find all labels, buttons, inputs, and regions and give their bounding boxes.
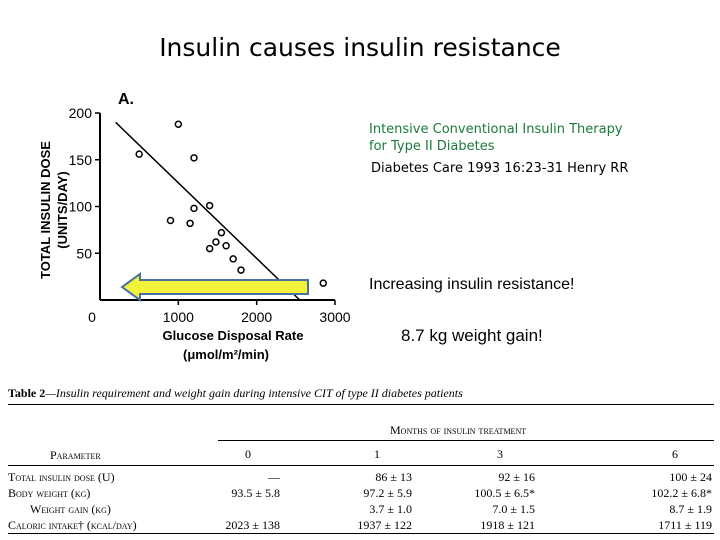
x-tick-label: 3000 <box>319 309 350 325</box>
table-column-header: 6 <box>672 447 678 461</box>
data-point <box>205 244 214 253</box>
table-cell: — <box>268 470 280 484</box>
data-point <box>212 238 220 246</box>
table-group-header: Months of insulin treatment <box>390 423 527 437</box>
data-point <box>319 279 327 287</box>
table-cell: 97.2 ± 5.9 <box>363 486 412 500</box>
table-cell: 93.5 ± 5.8 <box>231 486 280 500</box>
table-cell: 8.7 ± 1.9 <box>669 502 712 516</box>
table-row-label: Total insulin dose (U) <box>8 470 115 484</box>
x-tick-label: 2000 <box>241 309 272 325</box>
data-point <box>237 266 245 274</box>
table-cell: 102.2 ± 6.8* <box>651 486 712 500</box>
table-param-header: Parameter <box>50 448 101 462</box>
table-cell: 86 ± 13 <box>375 470 412 484</box>
data-point <box>186 219 194 228</box>
table-column-header: 0 <box>245 447 251 461</box>
data-point <box>190 154 198 162</box>
table-column-header: 1 <box>374 447 380 461</box>
data-point <box>174 120 183 128</box>
table-cell: 7.0 ± 1.5 <box>492 502 535 516</box>
table-header-rule <box>8 465 714 466</box>
table-cell: 1937 ± 122 <box>357 518 412 532</box>
table-cell: 2023 ± 138 <box>225 518 280 532</box>
table-cell: 1918 ± 121 <box>480 518 535 532</box>
reference-title: Intensive Conventional Insulin Therapy f… <box>369 122 623 154</box>
data-point <box>222 242 230 250</box>
panel-label: A. <box>118 91 134 108</box>
y-tick-label: 200 <box>69 105 93 121</box>
table-column-header: 3 <box>497 447 503 461</box>
table-cell: 3.7 ± 1.0 <box>369 502 412 516</box>
data-point <box>135 150 143 158</box>
table-row-label: Weight gain (kg) <box>30 502 111 516</box>
table-cell: 100.5 ± 6.5* <box>474 486 535 500</box>
x-tick-label: 1000 <box>163 309 194 325</box>
left-arrow <box>120 272 309 302</box>
table-caption: Table 2—Insulin requirement and weight g… <box>8 386 463 401</box>
data-point <box>229 255 237 263</box>
x-tick-label: 0 <box>88 309 96 325</box>
weight-gain-label: 8.7 kg weight gain! <box>401 326 543 345</box>
y-tick-label: 150 <box>69 152 93 168</box>
scatter-chart: A. 50 100 150 200 0 1000 2000 3000 TOTAL INSUL… <box>38 91 351 362</box>
table-top-rule <box>8 404 714 405</box>
data-point <box>190 204 198 213</box>
table-row-label: Caloric intake† (kcal/day) <box>8 518 137 532</box>
table-group-rule <box>218 440 714 441</box>
y-tick-label: 100 <box>69 199 93 215</box>
data-point <box>217 228 226 237</box>
arrow-label: Increasing insulin resistance! <box>369 276 575 293</box>
table-cell: 100 ± 24 <box>669 470 712 484</box>
slide-title: Insulin causes insulin resistance <box>159 33 561 62</box>
reference-citation: Diabetes Care 1993 16:23-31 Henry RR <box>371 161 629 176</box>
data-point <box>205 201 214 210</box>
regression-line <box>115 121 301 301</box>
y-axis-unit: (UNITS/DAY) <box>55 171 70 249</box>
table-row-label: Body weight (kg) <box>8 486 91 500</box>
y-axis-label: TOTAL INSULIN DOSE <box>38 141 53 279</box>
x-axis-label: Glucose Disposal Rate <box>163 328 304 343</box>
table-caption-text: —Insulin requirement and weight gain dur… <box>45 386 463 400</box>
table-caption-label: Table 2 <box>8 386 46 400</box>
x-axis-unit: (μmol/m²/min) <box>183 347 269 362</box>
table-cell: 1711 ± 119 <box>658 518 712 532</box>
table-bottom-rule <box>8 533 714 534</box>
y-tick-label: 50 <box>76 245 92 261</box>
table-cell: 92 ± 16 <box>498 470 535 484</box>
data-point <box>166 216 175 225</box>
